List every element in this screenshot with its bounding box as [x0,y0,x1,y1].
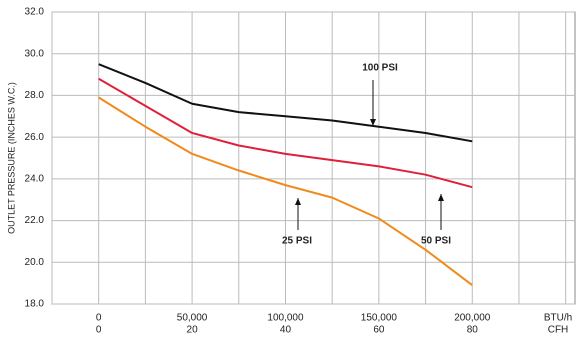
y-tick-label: 20.0 [25,257,45,268]
x-tick-label: 0 [96,313,102,324]
y-tick-label: 24.0 [25,173,45,184]
series-line [98,77,473,189]
x-unit: BTU/h [544,313,572,324]
x-tick-label-cfh: 80 [467,325,479,336]
x-tick-label: 150,000 [361,313,398,324]
y-tick-label: 26.0 [25,132,45,143]
x-tick-label-cfh: 20 [187,325,199,336]
series-annotation: 25 PSI [282,236,312,247]
y-tick-label: 22.0 [25,215,45,226]
x-tick-label-cfh: 40 [280,325,292,336]
y-tick-label: 18.0 [25,299,45,310]
x-tick-label: 50,000 [177,313,208,324]
x-tick-label: 100,000 [267,313,304,324]
y-axis-label: OUTLET PRESSURE (INCHES W.C.) [6,82,16,234]
arrow-head [438,194,444,201]
y-tick-label: 28.0 [25,90,45,101]
series-line [98,63,473,143]
series-annotation: 100 PSI [362,63,398,74]
x-tick-label-cfh: 0 [96,325,102,336]
series-line [98,96,473,287]
arrow-head [370,119,376,126]
series-annotation: 50 PSI [421,236,451,247]
x-tick-label-cfh: 60 [373,325,385,336]
x-unit: CFH [548,325,569,336]
y-tick-label: 32.0 [25,7,45,18]
y-tick-label: 30.0 [25,48,45,59]
arrow-head [295,198,301,205]
x-tick-label: 200,000 [454,313,491,324]
